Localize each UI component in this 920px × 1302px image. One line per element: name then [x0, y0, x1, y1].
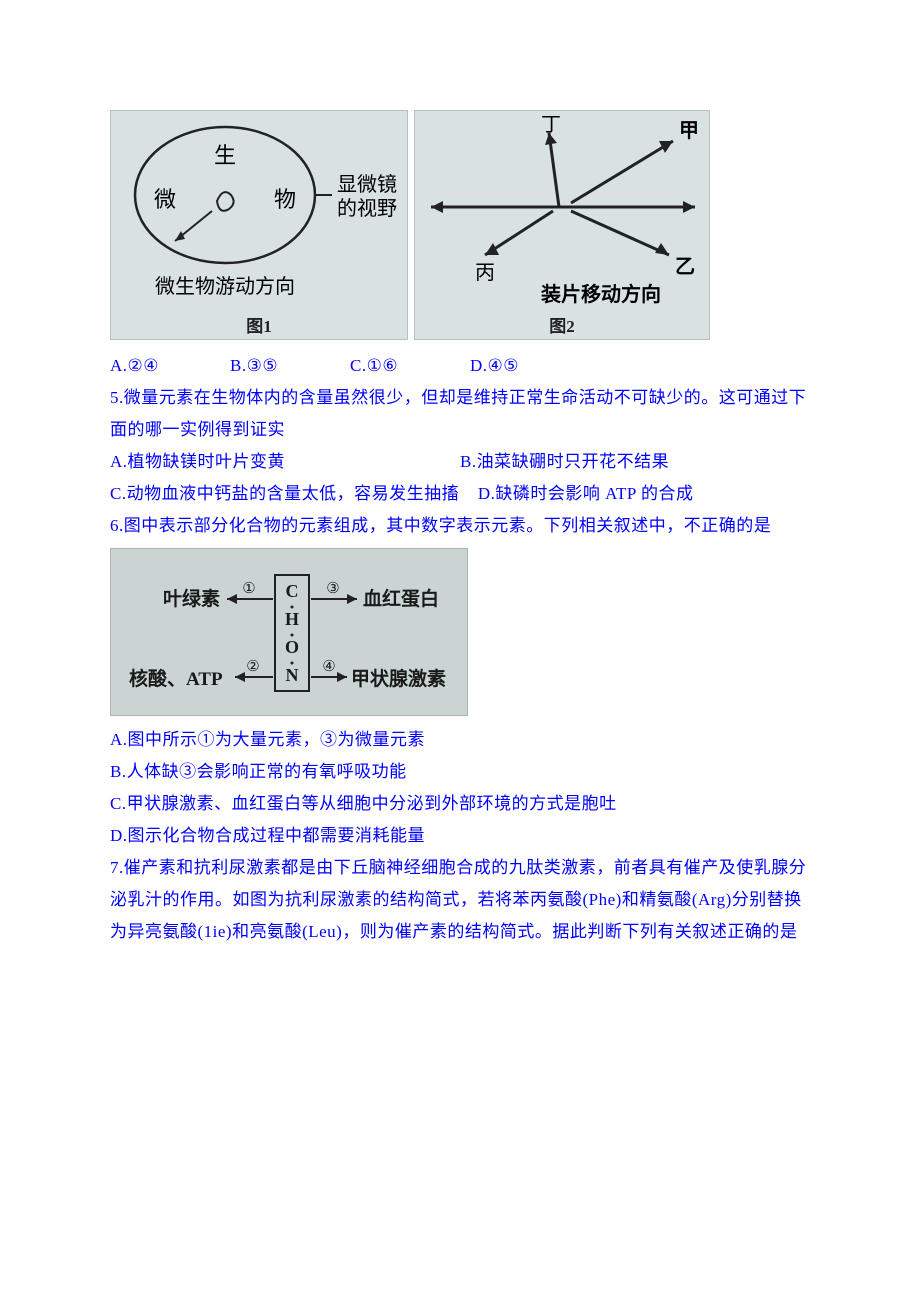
fig1-char-top: 生	[214, 143, 236, 168]
fig1-char-right: 物	[274, 187, 296, 212]
figure-2-caption: 图2	[421, 312, 703, 337]
label-hemoglobin: 血红蛋白	[363, 587, 439, 610]
fig1-side-label-2: 的视野	[337, 197, 397, 220]
circled-2: ②	[246, 659, 259, 675]
q6-option-a: A.图中所示①为大量元素，③为微量元素	[110, 724, 810, 756]
fig2-label-d: 丁	[541, 115, 561, 136]
circled-1: ①	[242, 581, 255, 597]
circled-4: ④	[322, 659, 335, 675]
label-chlorophyll: 叶绿素	[163, 587, 220, 610]
q6-option-d: D.图示化合物合成过程中都需要消耗能量	[110, 820, 810, 852]
circled-3: ③	[326, 581, 339, 597]
fig2-bottom-label: 装片移动方向	[540, 282, 661, 305]
fig2-label-a: 甲	[679, 120, 699, 142]
q5-option-a: A.植物缺镁时叶片变黄	[110, 446, 460, 478]
q4-option-b: B.③⑤	[230, 350, 350, 382]
q4-option-d: D.④⑤	[470, 350, 590, 382]
fig1-char-left: 微	[154, 187, 176, 212]
label-nucleic-atp: 核酸、ATP	[129, 667, 223, 690]
q4-option-c: C.①⑥	[350, 350, 470, 382]
center-c: C	[286, 581, 299, 601]
q4-options: A.②④ B.③⑤ C.①⑥ D.④⑤	[110, 350, 810, 382]
q5-options-row-2: C.动物血液中钙盐的含量太低，容易发生抽搐 D.缺磷时会影响 ATP 的合成	[110, 478, 810, 510]
center-h: H	[285, 609, 299, 629]
q6-option-b: B.人体缺③会影响正常的有氧呼吸功能	[110, 756, 810, 788]
microscope-view-svg: 生 微 物 显微镜 的视野 微生物游动方向	[117, 115, 403, 305]
element-composition-svg: C H O N 叶绿素 ① ③ 血红蛋白 核酸、ATP ②	[111, 549, 467, 715]
q4-option-a: A.②④	[110, 350, 230, 382]
figure-2: 丁 甲 丙 乙 装片移动方向 图2	[414, 110, 710, 340]
q5-option-d: D.缺磷时会影响 ATP 的合成	[478, 484, 694, 503]
slide-direction-svg: 丁 甲 丙 乙 装片移动方向	[421, 115, 705, 305]
q5-option-c: C.动物血液中钙盐的含量太低，容易发生抽搐	[110, 484, 459, 503]
q5-option-b: B.油菜缺硼时只开花不结果	[460, 446, 810, 478]
fig1-side-label-1: 显微镜	[337, 173, 397, 196]
q6-option-c: C.甲状腺激素、血红蛋白等从细胞中分泌到外部环境的方式是胞吐	[110, 788, 810, 820]
q5-stem: 5.微量元素在生物体内的含量虽然很少，但却是维持正常生命活动不可缺少的。这可通过…	[110, 382, 810, 446]
fig2-label-b: 乙	[675, 256, 695, 278]
figure-1: 生 微 物 显微镜 的视野 微生物游动方向 图1	[110, 110, 408, 340]
fig2-label-c: 丙	[475, 262, 495, 284]
center-o: O	[285, 637, 299, 657]
center-n: N	[286, 665, 299, 685]
q6-stem: 6.图中表示部分化合物的元素组成，其中数字表示元素。下列相关叙述中，不正确的是	[110, 510, 810, 542]
figure-1-caption: 图1	[117, 312, 401, 337]
figure-row: 生 微 物 显微镜 的视野 微生物游动方向 图1	[110, 110, 810, 340]
q5-options-row-1: A.植物缺镁时叶片变黄 B.油菜缺硼时只开花不结果	[110, 446, 810, 478]
q6-diagram: C H O N 叶绿素 ① ③ 血红蛋白 核酸、ATP ②	[110, 548, 468, 716]
label-thyroxine: 甲状腺激素	[351, 667, 446, 690]
fig1-bottom-label: 微生物游动方向	[155, 275, 295, 298]
q7-stem: 7.催产素和抗利尿激素都是由下丘脑神经细胞合成的九肽类激素，前者具有催产及使乳腺…	[110, 852, 810, 948]
